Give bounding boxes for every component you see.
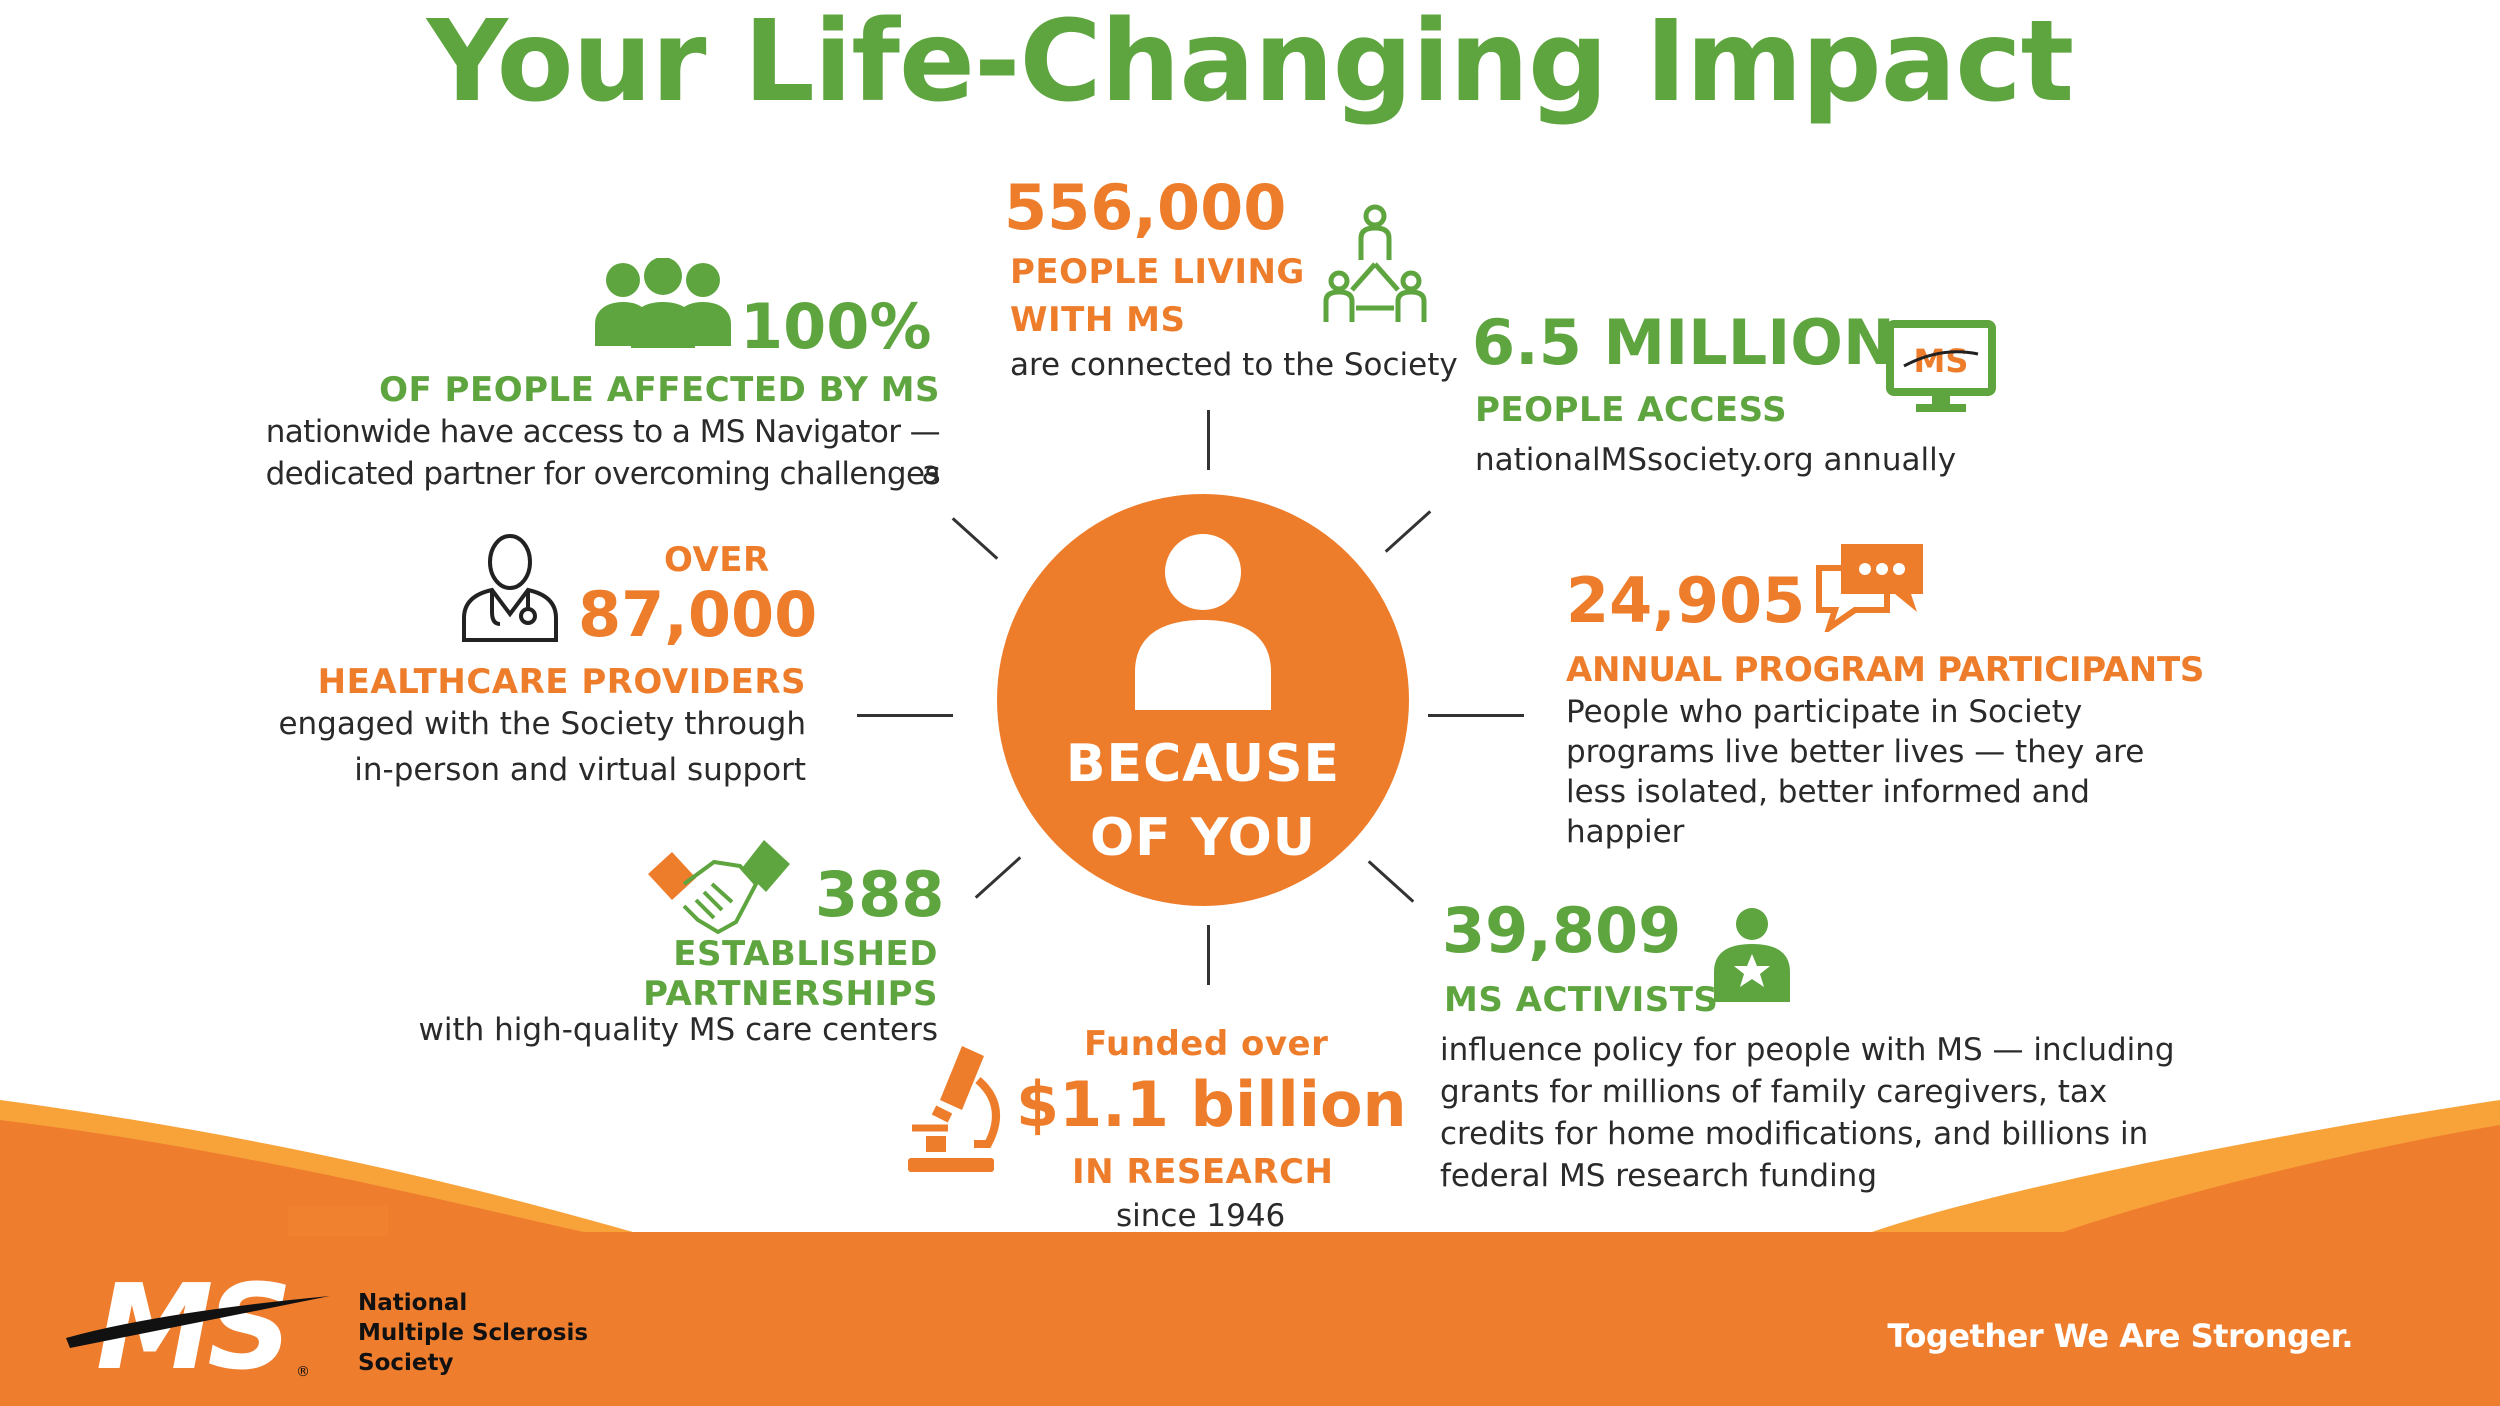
navigator-text-1: nationwide have access to a MS Navigator… bbox=[265, 414, 941, 491]
participants-text-3: less isolated, better informed and bbox=[1566, 774, 2090, 810]
website-text: nationalMSsociety.org annually bbox=[1475, 442, 1957, 478]
network-people-icon bbox=[1323, 204, 1427, 322]
svg-text:MS: MS bbox=[1914, 342, 1969, 380]
connected-caption-1: PEOPLE LIVING bbox=[1010, 252, 1305, 292]
ms-logo: MS ® bbox=[66, 1268, 330, 1388]
activists-caption: MS ACTIVISTS bbox=[1444, 980, 1719, 1020]
activists-text-2: grants for millions of family caregivers… bbox=[1440, 1074, 2108, 1110]
connector-line-top bbox=[1207, 410, 1210, 470]
footer-bar bbox=[0, 1232, 2500, 1406]
navigator-caption: OF PEOPLE AFFECTED BY MS bbox=[379, 370, 940, 410]
chat-bubbles-icon bbox=[1816, 544, 1923, 632]
connector-line-left bbox=[857, 714, 953, 717]
partnerships-number: 388 bbox=[815, 858, 945, 931]
org-name-2: Multiple Sclerosis bbox=[358, 1320, 589, 1346]
providers-text-2: in-person and virtual support bbox=[354, 752, 806, 788]
research-pre: Funded over bbox=[1084, 1024, 1329, 1064]
participants-number: 24,905 bbox=[1566, 564, 1806, 637]
research-number: $1.1 billion bbox=[1016, 1068, 1407, 1141]
activists-number: 39,809 bbox=[1442, 894, 1682, 967]
providers-text-1: engaged with the Society through bbox=[278, 706, 806, 742]
connector-line-right bbox=[1428, 714, 1524, 717]
connected-number: 556,000 bbox=[1004, 171, 1287, 244]
activists-text-1: influence policy for people with MS — in… bbox=[1440, 1032, 2175, 1068]
providers-number: 87,000 bbox=[578, 578, 818, 651]
connected-text: are connected to the Society bbox=[1010, 347, 1458, 383]
providers-over: OVER bbox=[664, 540, 770, 580]
page-title: Your Life-Changing Impact bbox=[426, 0, 2074, 127]
person-icon bbox=[1135, 534, 1271, 710]
doctor-icon bbox=[462, 534, 558, 642]
connector-line-bottom bbox=[1207, 925, 1210, 985]
activist-star-icon bbox=[1714, 908, 1790, 1002]
navigator-number: 100% bbox=[740, 290, 932, 363]
activists-text-4: federal MS research funding bbox=[1440, 1158, 1878, 1194]
svg-text:®: ® bbox=[296, 1364, 310, 1380]
participants-caption: ANNUAL PROGRAM PARTICIPANTS bbox=[1566, 650, 2205, 690]
org-name-1: National bbox=[358, 1290, 468, 1316]
microscope-icon bbox=[908, 1046, 1000, 1172]
research-text: since 1946 bbox=[1116, 1198, 1286, 1234]
participants-text-4: happier bbox=[1566, 814, 1685, 850]
participants-text-2: programs live better lives — they are bbox=[1566, 734, 2145, 770]
footer-notch bbox=[288, 1206, 388, 1236]
partnerships-caption-2: PARTNERSHIPS bbox=[643, 974, 938, 1014]
group-people-icon bbox=[595, 258, 731, 348]
bottom-wave bbox=[0, 1100, 2500, 1240]
navigator-text-2: dedicated partner for overcoming challen… bbox=[265, 456, 941, 492]
connected-caption-2: WITH MS bbox=[1010, 300, 1186, 340]
participants-text-1: People who participate in Society bbox=[1566, 694, 2083, 730]
handshake-icon bbox=[648, 840, 790, 935]
connector-line-top-right bbox=[1384, 510, 1432, 553]
research-caption: IN RESEARCH bbox=[1072, 1152, 1334, 1192]
tagline: Together We Are Stronger. bbox=[1887, 1317, 2353, 1355]
connector-line-top-left bbox=[951, 517, 999, 560]
org-name-3: Society bbox=[358, 1350, 454, 1376]
partnerships-caption-1: ESTABLISHED bbox=[673, 934, 938, 974]
partnerships-text: with high-quality MS care centers bbox=[418, 1012, 939, 1048]
website-caption: PEOPLE ACCESS bbox=[1475, 390, 1788, 430]
activists-text-3: credits for home modifications, and bill… bbox=[1440, 1116, 2149, 1152]
providers-caption: HEALTHCARE PROVIDERS bbox=[317, 662, 806, 702]
center-text-line1: BECAUSE bbox=[1065, 734, 1341, 794]
center-text-line2: OF YOU bbox=[1089, 808, 1317, 868]
website-number: 6.5 MILLION bbox=[1472, 306, 1895, 379]
monitor-icon: MS bbox=[1886, 320, 1996, 412]
